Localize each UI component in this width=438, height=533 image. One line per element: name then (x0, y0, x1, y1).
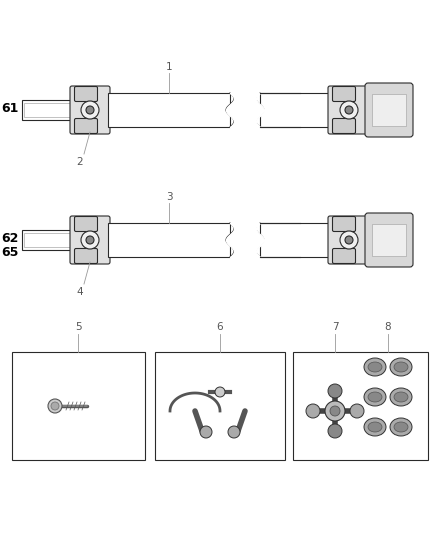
Circle shape (328, 424, 342, 438)
FancyBboxPatch shape (74, 248, 98, 263)
Circle shape (86, 236, 94, 244)
Circle shape (306, 404, 320, 418)
Ellipse shape (368, 422, 382, 432)
FancyBboxPatch shape (74, 118, 98, 133)
FancyBboxPatch shape (260, 223, 330, 257)
FancyBboxPatch shape (12, 352, 145, 460)
FancyBboxPatch shape (155, 352, 285, 460)
Text: 8: 8 (385, 322, 391, 332)
Text: 5: 5 (75, 322, 81, 332)
Circle shape (345, 106, 353, 114)
Circle shape (350, 404, 364, 418)
FancyBboxPatch shape (332, 86, 356, 101)
Text: 65: 65 (1, 246, 19, 259)
Ellipse shape (368, 392, 382, 402)
Circle shape (200, 426, 212, 438)
FancyBboxPatch shape (70, 216, 110, 264)
FancyBboxPatch shape (22, 230, 72, 250)
FancyBboxPatch shape (332, 248, 356, 263)
FancyBboxPatch shape (328, 216, 370, 264)
Circle shape (330, 406, 340, 416)
FancyBboxPatch shape (365, 83, 413, 137)
Circle shape (81, 101, 99, 119)
Ellipse shape (364, 358, 386, 376)
FancyBboxPatch shape (260, 93, 330, 127)
Circle shape (48, 399, 62, 413)
FancyBboxPatch shape (74, 86, 98, 101)
FancyBboxPatch shape (372, 224, 406, 256)
FancyBboxPatch shape (108, 93, 230, 127)
Circle shape (325, 401, 345, 421)
FancyBboxPatch shape (365, 213, 413, 267)
Circle shape (340, 101, 358, 119)
Ellipse shape (390, 358, 412, 376)
FancyBboxPatch shape (70, 86, 110, 134)
Circle shape (81, 231, 99, 249)
FancyBboxPatch shape (372, 94, 406, 126)
FancyBboxPatch shape (332, 118, 356, 133)
Ellipse shape (394, 392, 408, 402)
Circle shape (345, 236, 353, 244)
FancyBboxPatch shape (24, 233, 70, 247)
Ellipse shape (368, 362, 382, 372)
Text: 6: 6 (217, 322, 223, 332)
FancyBboxPatch shape (24, 103, 70, 117)
Text: 7: 7 (332, 322, 338, 332)
Circle shape (86, 106, 94, 114)
Text: 1: 1 (166, 62, 172, 72)
FancyBboxPatch shape (293, 352, 428, 460)
FancyBboxPatch shape (22, 100, 72, 120)
FancyBboxPatch shape (328, 86, 370, 134)
Text: 61: 61 (1, 101, 19, 115)
Text: 4: 4 (77, 287, 83, 297)
Circle shape (328, 384, 342, 398)
FancyBboxPatch shape (108, 223, 230, 257)
Circle shape (51, 402, 59, 410)
Ellipse shape (394, 422, 408, 432)
Ellipse shape (390, 418, 412, 436)
Ellipse shape (390, 388, 412, 406)
FancyBboxPatch shape (74, 216, 98, 231)
Text: 62: 62 (1, 231, 19, 245)
FancyBboxPatch shape (332, 216, 356, 231)
Circle shape (340, 231, 358, 249)
Circle shape (228, 426, 240, 438)
Text: 2: 2 (77, 157, 83, 167)
Ellipse shape (364, 388, 386, 406)
Text: 3: 3 (166, 192, 172, 202)
Ellipse shape (394, 362, 408, 372)
Circle shape (215, 387, 225, 397)
Ellipse shape (364, 418, 386, 436)
